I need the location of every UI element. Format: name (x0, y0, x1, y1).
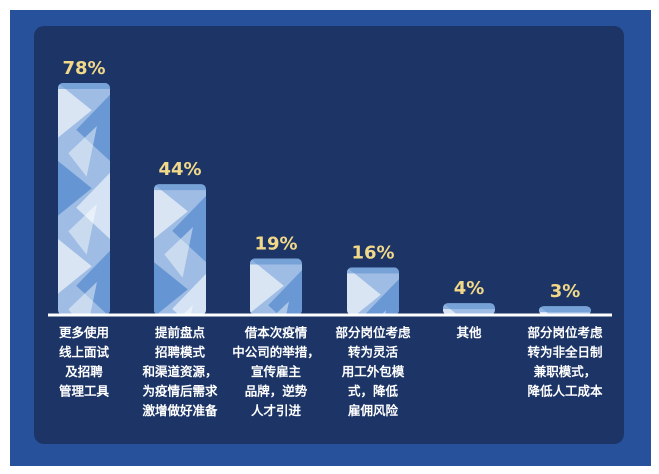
value-label-3: 19% (254, 233, 297, 254)
bars-layer (58, 83, 591, 316)
value-label-4: 16% (351, 242, 394, 263)
bar-2 (154, 184, 206, 315)
bar-5 (443, 303, 495, 316)
category-label-2: 提前盘点招聘模式和渠道资源，为疫情后需求激增做好准备 (141, 325, 218, 418)
category-label-6: 部分岗位考虑转为非全日制兼职模式，降低人工成本 (527, 325, 603, 399)
value-label-6: 3% (550, 281, 581, 302)
value-labels-layer: 78% 44% 19% 16% 4% 3% (62, 58, 580, 302)
category-label-4: 部分岗位考虑转为灵活用工外包模式，降低雇佣风险 (335, 325, 411, 418)
category-label-1: 更多使用线上面试及招聘管理工具 (59, 325, 110, 399)
category-label-5: 其他 (456, 325, 482, 340)
category-labels-layer: 更多使用线上面试及招聘管理工具提前盘点招聘模式和渠道资源，为疫情后需求激增做好准… (59, 325, 603, 418)
bar-1 (58, 83, 110, 315)
chart-panel (34, 26, 624, 444)
category-label-3: 借本次疫情中公司的举措，宣传雇主品牌，逆势人才引进 (232, 325, 320, 418)
bar-4 (347, 267, 399, 315)
value-label-1: 78% (62, 58, 105, 79)
bar-6 (539, 306, 591, 316)
value-label-5: 4% (454, 278, 485, 299)
value-label-2: 44% (158, 159, 201, 180)
